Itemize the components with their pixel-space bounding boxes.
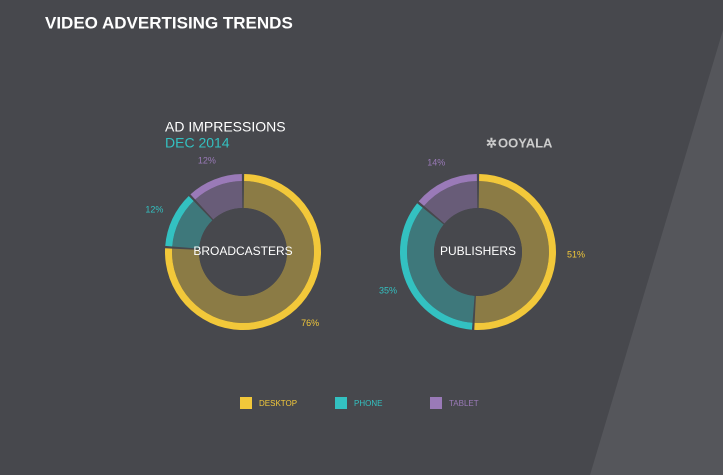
donut-rim [400, 203, 473, 330]
date: DEC 2014 [165, 135, 230, 151]
donut-segment [172, 181, 314, 323]
center-label: PUBLISHERS [440, 244, 516, 258]
legend-swatch [430, 397, 442, 409]
legend-swatch [240, 397, 252, 409]
background-stripe [590, 30, 723, 475]
donut-hole [434, 208, 522, 296]
donut-rim [165, 195, 194, 247]
donut-rim [190, 174, 242, 200]
center-label: BROADCASTERS [193, 244, 292, 258]
donut-segment [474, 181, 549, 324]
donut-segment [172, 200, 213, 249]
legend-swatch [335, 397, 347, 409]
donut-segment [406, 207, 475, 323]
value-label: 12% [198, 155, 216, 165]
donut-segment [195, 181, 243, 220]
logo-star: ✲ [486, 135, 497, 150]
value-label: 76% [301, 318, 319, 328]
title: VIDEO ADVERTISING TRENDS [45, 13, 293, 32]
donut-hole [199, 208, 287, 296]
donut-rim [418, 174, 477, 206]
value-label: 14% [427, 158, 445, 168]
subtitle: AD IMPRESSIONS [165, 119, 286, 135]
logo: OOYALA [498, 135, 553, 150]
legend-label: PHONE [354, 399, 382, 408]
value-label: 51% [567, 249, 585, 259]
legend-label: DESKTOP [259, 399, 297, 408]
legend-label: TABLET [449, 399, 479, 408]
donut-segment [423, 181, 478, 224]
value-label: 12% [145, 205, 163, 215]
value-label: 35% [379, 285, 397, 295]
